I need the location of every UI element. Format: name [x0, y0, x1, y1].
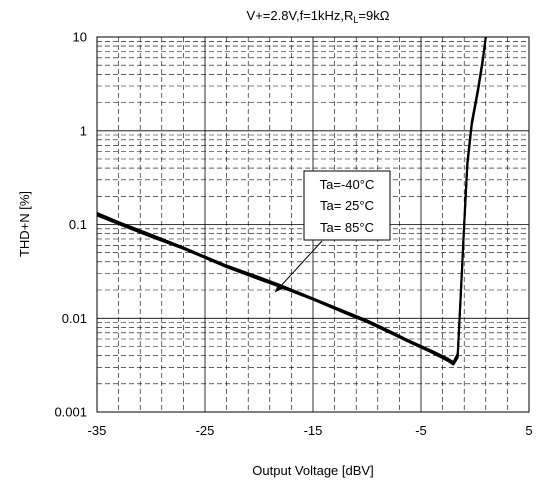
legend-box	[303, 170, 391, 241]
x-tick-labels: -35 -25 -15 -5 5	[88, 423, 533, 438]
series-line-2	[96, 36, 487, 364]
series-group	[96, 36, 487, 366]
y-tick-label: 1	[80, 123, 87, 138]
legend-entry-25: Ta= 25°C	[320, 198, 374, 213]
x-axis-label: Output Voltage [dBV]	[252, 463, 373, 478]
chart-title: V+=2.8V,f=1kHz,RL=9kΩ	[247, 8, 390, 25]
y-tick-label: 0.001	[54, 405, 87, 420]
chart-title-tail: =9kΩ	[358, 8, 389, 23]
legend-arrow-head	[275, 282, 285, 293]
legend-arrow	[274, 240, 323, 293]
chart-title-subscript: L	[353, 15, 358, 25]
chart-title-main: V+=2.8V,f=1kHz,R	[247, 8, 354, 23]
y-tick-label: 0.1	[69, 217, 87, 232]
x-tick-label: -35	[88, 423, 107, 438]
x-tick-label: 5	[525, 423, 532, 438]
x-tick-label: -15	[304, 423, 323, 438]
y-tick-label: 10	[73, 30, 87, 45]
y-tick-label: 0.01	[62, 311, 87, 326]
legend-entry-85: Ta= 85°C	[320, 220, 374, 235]
legend: Ta=-40°C Ta= 25°C Ta= 85°C	[303, 170, 391, 241]
y-tick-labels: 10 1 0.1 0.01 0.001	[54, 30, 87, 420]
x-tick-label: -5	[415, 423, 427, 438]
plot-frame	[96, 36, 530, 413]
legend-arrow-line	[274, 240, 323, 293]
y-axis-label: THD+N [%]	[17, 191, 32, 257]
legend-entry-minus40: Ta=-40°C	[320, 177, 375, 192]
x-tick-label: -25	[196, 423, 215, 438]
